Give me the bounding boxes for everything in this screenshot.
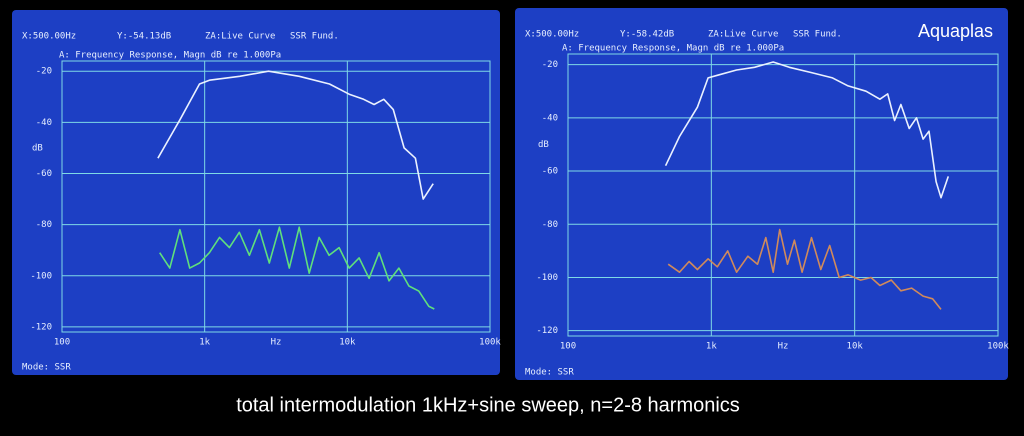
y-tick-label: -40 <box>36 118 52 128</box>
y-tick-label: -100 <box>536 273 558 283</box>
analysis: SSR Fund. <box>290 32 339 42</box>
x-tick-label: 10k <box>339 338 356 348</box>
plot-title: A: Frequency Response, Magn dB re 1.000P… <box>562 44 784 54</box>
screen <box>515 8 1008 380</box>
y-tick-label: -120 <box>536 326 558 336</box>
x-tick-label: 100 <box>54 338 70 348</box>
x-axis-label: Hz <box>271 338 282 348</box>
y-tick-label: -40 <box>542 113 558 123</box>
y-tick-label: -20 <box>36 67 52 77</box>
series-line <box>664 61 950 199</box>
footer: Mode: SSR <box>22 363 71 373</box>
cursor-x: X:500.00Hz <box>525 30 579 40</box>
x-tick-label: 1k <box>199 338 210 348</box>
cursor-y: Y:-58.42dB <box>620 30 674 40</box>
y-tick-label: -60 <box>542 167 558 177</box>
x-tick-label: 100k <box>479 338 501 348</box>
cursor-y: Y:-54.13dB <box>117 32 171 42</box>
analysis: SSR Fund. <box>793 30 842 40</box>
y-tick-label: -60 <box>36 169 52 179</box>
annotation: Aquaplas <box>918 21 993 41</box>
caption: total intermodulation 1kHz+sine sweep, n… <box>236 394 740 416</box>
x-tick-label: 100k <box>987 342 1009 352</box>
y-axis-label: dB <box>538 140 549 150</box>
cursor-x: X:500.00Hz <box>22 32 76 42</box>
screen <box>12 10 500 375</box>
y-tick-label: -20 <box>542 60 558 70</box>
series-line <box>667 228 942 310</box>
x-tick-label: 10k <box>847 342 864 352</box>
series-line <box>159 226 435 310</box>
footer: Mode: SSR <box>525 368 574 378</box>
y-axis-label: dB <box>32 143 43 153</box>
x-tick-label: 100 <box>560 342 576 352</box>
mode-za: ZA:Live Curve <box>205 32 275 42</box>
y-tick-label: -80 <box>542 220 558 230</box>
x-axis-label: Hz <box>778 342 789 352</box>
plot-title: A: Frequency Response, Magn dB re 1.000P… <box>59 51 281 61</box>
y-tick-label: -100 <box>30 271 52 281</box>
series-line <box>157 70 434 200</box>
y-tick-label: -80 <box>36 220 52 230</box>
x-tick-label: 1k <box>706 342 717 352</box>
y-tick-label: -120 <box>30 322 52 332</box>
mode-za: ZA:Live Curve <box>708 30 778 40</box>
